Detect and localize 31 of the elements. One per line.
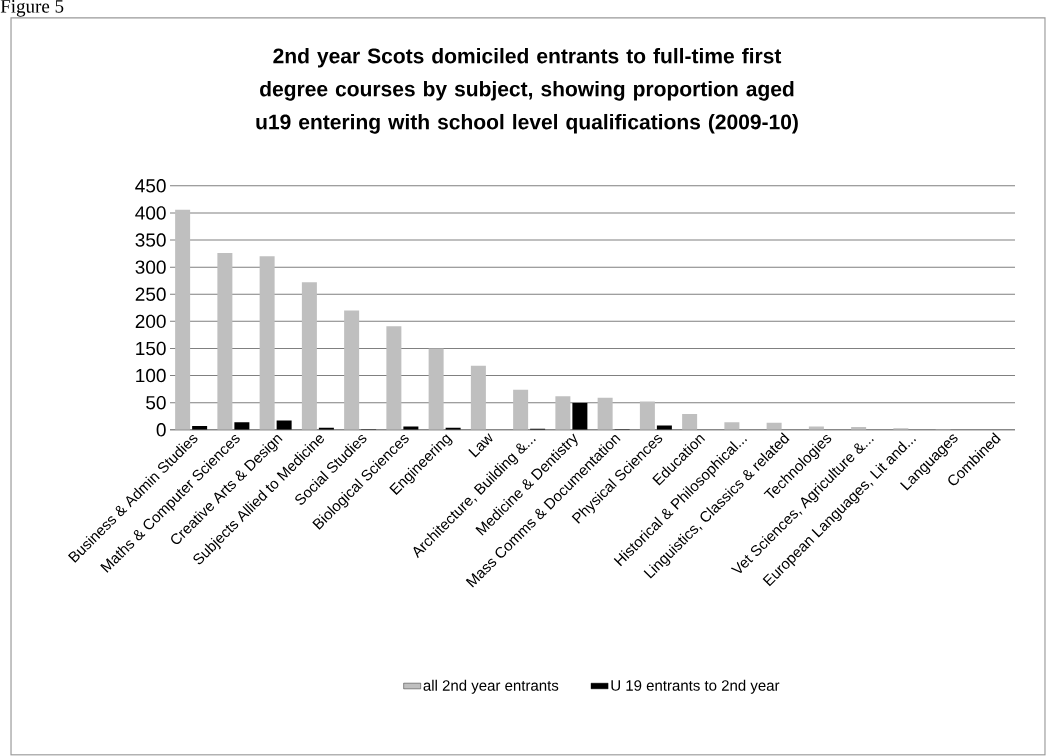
bar: [428, 348, 444, 430]
y-tick-label: 100: [136, 368, 166, 383]
legend-label: all 2nd year entrants: [423, 679, 559, 694]
y-tick-label: 450: [135, 179, 166, 193]
legend-label: U 19 entrants to 2nd year: [611, 679, 780, 694]
y-tick-label: 250: [135, 287, 166, 302]
bar: [470, 365, 486, 430]
bar: [217, 253, 233, 430]
y-tick-label: 150: [136, 341, 166, 356]
y-tick-label: 0: [156, 423, 166, 437]
chart-title: 2nd year Scots domiciled entrants to full-time first degree courses by subject, showing proportion aged u19 entering with school level qualifications (2009-10): [256, 48, 798, 134]
bar: [513, 389, 529, 430]
bar: [259, 256, 275, 430]
bar: [301, 282, 317, 430]
bar: [175, 209, 191, 430]
bar: [682, 414, 698, 430]
y-tick-label: 400: [135, 206, 166, 220]
bar: [234, 422, 250, 430]
bar: [656, 425, 672, 430]
bar: [639, 401, 655, 430]
y-tick-label: 200: [135, 314, 166, 329]
bar: [555, 396, 571, 430]
y-tick-label: 300: [135, 260, 166, 274]
bar: [386, 326, 402, 430]
bar: [724, 422, 740, 430]
caption: Figure 5: [0, 0, 64, 17]
bar: [344, 310, 360, 430]
bar: [572, 402, 588, 430]
y-tick-label: 50: [146, 396, 166, 410]
y-tick-label: 350: [135, 233, 166, 247]
bar: [597, 397, 613, 430]
